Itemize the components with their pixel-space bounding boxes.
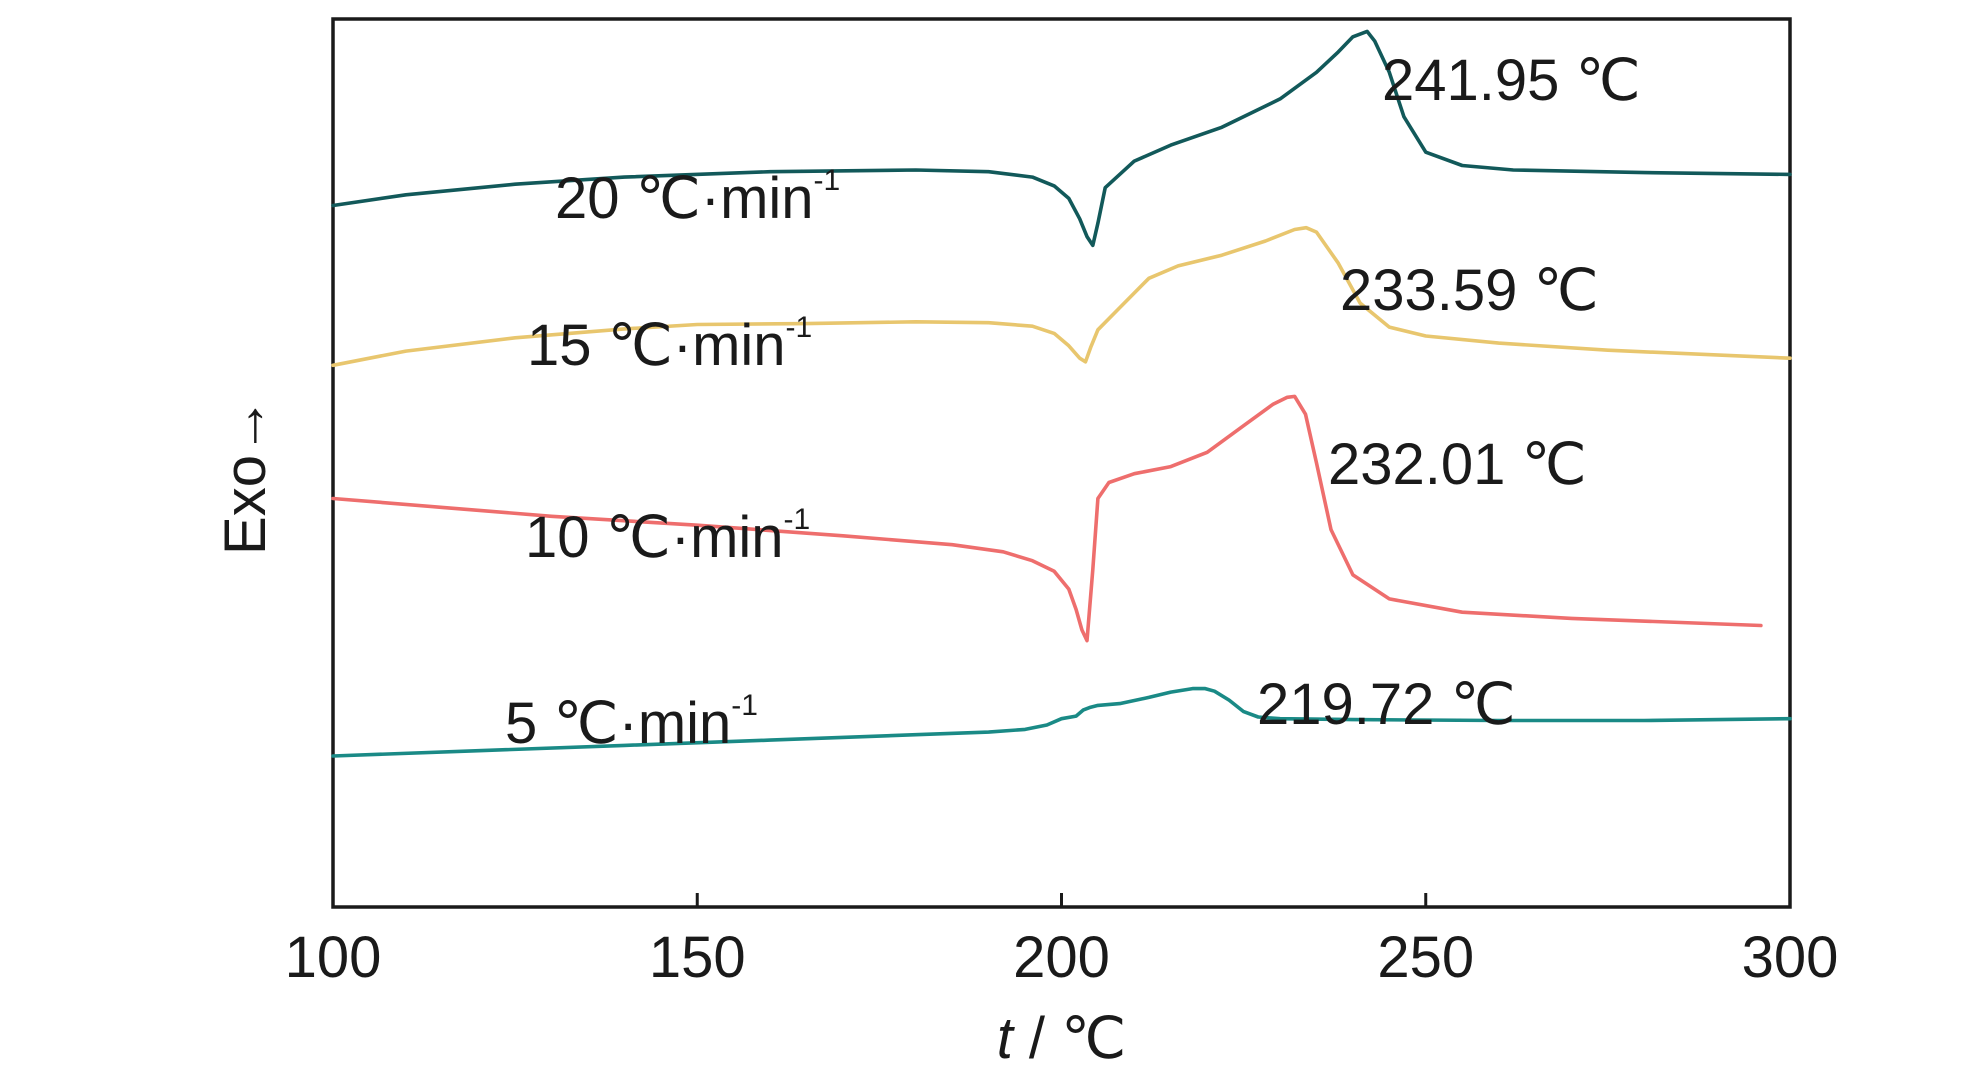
series-label-text: 10 ℃·min	[525, 505, 784, 570]
x-axis-title-unit: / ℃	[1013, 1006, 1126, 1063]
series-layer	[333, 31, 1790, 756]
series-label-superscript: -1	[784, 503, 811, 536]
series-label-4: 5 ℃·min-1	[505, 689, 758, 756]
series-label-2: 15 ℃·min-1	[527, 311, 812, 378]
series-label-1: 20 ℃·min-1	[555, 164, 840, 231]
x-tick-label: 150	[649, 925, 746, 990]
series-label-superscript: -1	[786, 311, 813, 344]
series-label-superscript: -1	[731, 689, 758, 722]
peak-label-2: 233.59 ℃	[1340, 258, 1599, 323]
x-tick-label: 200	[1013, 925, 1110, 990]
x-tick-label: 300	[1742, 925, 1839, 990]
x-axis-title: t / ℃	[997, 1006, 1127, 1063]
peak-label-4: 219.72 ℃	[1257, 672, 1516, 737]
peak-label-1: 241.95 ℃	[1382, 48, 1641, 113]
series-label-text: 20 ℃·min	[555, 166, 814, 231]
y-axis-title: Exo→	[213, 397, 278, 555]
x-tick-label: 100	[285, 925, 382, 990]
peak-label-3: 232.01 ℃	[1328, 432, 1587, 497]
x-tick-label: 250	[1377, 925, 1474, 990]
series-label-text: 15 ℃·min	[527, 313, 786, 378]
series-label-superscript: -1	[814, 164, 841, 197]
series-label-text: 5 ℃·min	[505, 691, 731, 756]
series-label-3: 10 ℃·min-1	[525, 503, 810, 570]
